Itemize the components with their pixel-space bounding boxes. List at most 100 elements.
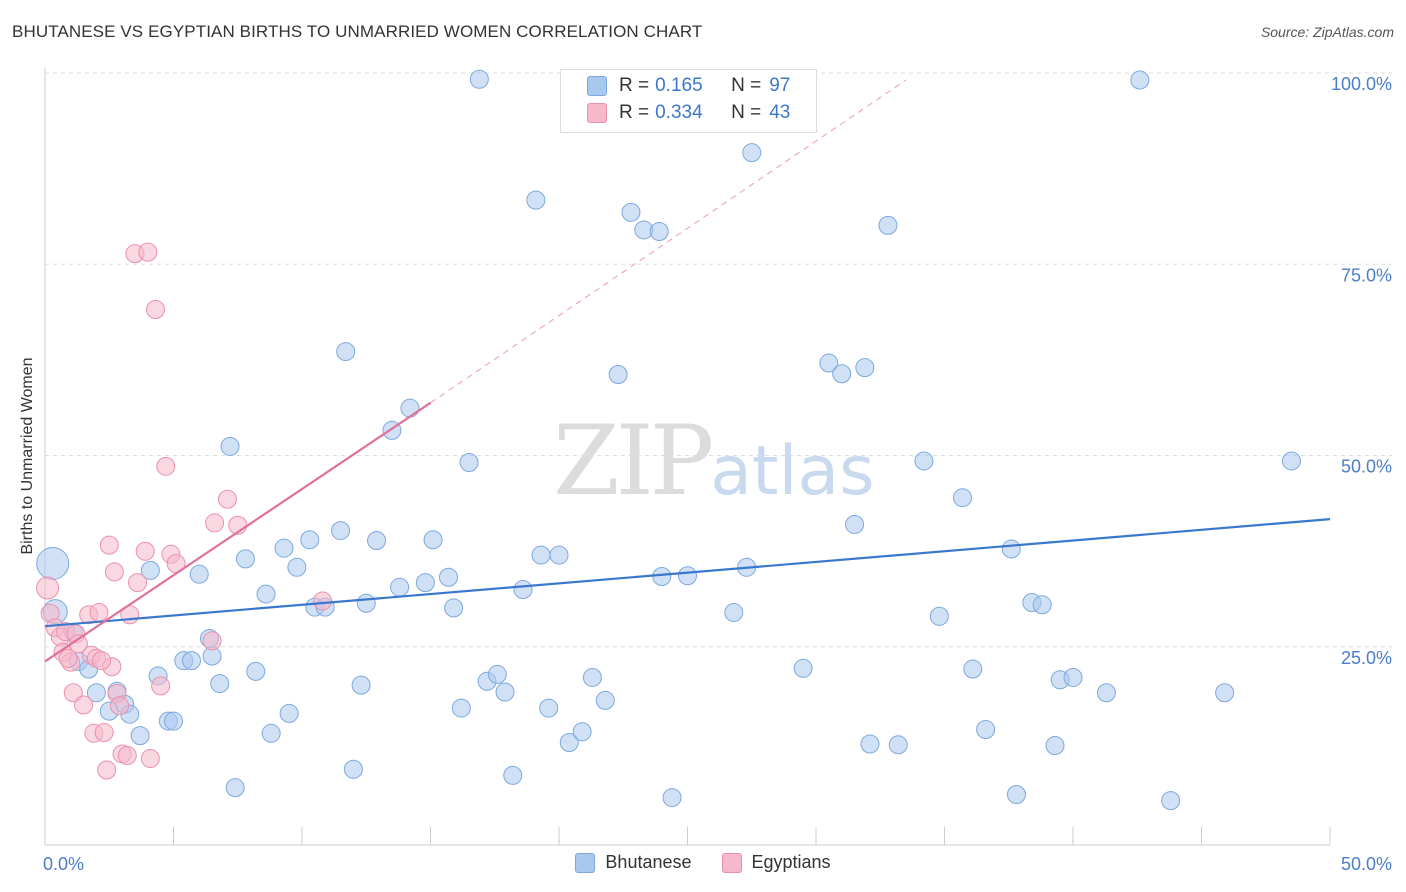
data-point [649, 221, 669, 241]
data-point [97, 760, 117, 780]
legend-row-bhutanese: R = 0.165 N = 97 [587, 74, 790, 98]
trend-lines [44, 79, 1331, 663]
data-point [878, 215, 898, 235]
data-point [539, 698, 559, 718]
data-point [652, 566, 672, 586]
source-credit: Source: ZipAtlas.com [1260, 24, 1394, 40]
data-point [140, 749, 160, 769]
legend-n-label: N = [731, 75, 762, 96]
data-point [495, 682, 515, 702]
data-point [36, 576, 60, 600]
data-point [220, 436, 240, 456]
data-point [217, 489, 237, 509]
data-point [678, 566, 697, 586]
data-point [400, 398, 420, 418]
data-point [274, 538, 294, 558]
data-point [503, 765, 523, 785]
data-point [128, 573, 148, 593]
data-point [351, 675, 371, 695]
data-point [390, 577, 410, 597]
data-point [36, 546, 70, 580]
data-point [138, 242, 158, 262]
data-point [451, 698, 471, 718]
trend-line-egyptians [44, 401, 432, 663]
data-point [181, 651, 201, 671]
data-point [423, 530, 443, 550]
data-point [202, 631, 222, 651]
data-point [976, 719, 996, 739]
data-point [235, 549, 255, 569]
data-point [336, 342, 356, 362]
data-point [1032, 595, 1052, 615]
trend-extension-egyptians [430, 79, 907, 404]
series-egyptians [36, 242, 333, 780]
data-point [356, 593, 376, 613]
data-point [151, 676, 171, 696]
data-point [104, 562, 124, 582]
data-point [256, 584, 276, 604]
legend-swatch-egyptians [587, 103, 607, 123]
data-point [559, 732, 579, 752]
y-tick-label: 100.0% [1331, 74, 1392, 94]
series-legend-bhutanese[interactable]: Bhutanese [575, 852, 692, 873]
data-point [63, 683, 83, 703]
data-point [135, 541, 155, 561]
data-point [110, 696, 130, 716]
watermark: ZIPatlas [553, 405, 875, 517]
data-point [99, 535, 119, 555]
data-point [662, 788, 682, 808]
data-point [832, 364, 852, 384]
data-point [367, 531, 387, 551]
data-point [608, 365, 628, 385]
tick-labels: 25.0% 50.0% 75.0% 100.0% 0.0% 50.0% [43, 74, 1392, 874]
legend-row-egyptians: R = 0.334 N = 43 [587, 101, 790, 125]
data-points [36, 69, 1301, 811]
data-point [331, 521, 351, 541]
data-point [156, 456, 176, 476]
legend-r-value: 0.165 [655, 75, 703, 96]
legend-r-value: 0.334 [655, 102, 703, 123]
series-label-bhutanese: Bhutanese [605, 852, 692, 872]
data-point [261, 723, 281, 743]
axes [44, 68, 1331, 846]
data-point [246, 661, 266, 681]
data-point [89, 602, 109, 622]
data-point [595, 690, 615, 710]
data-point [513, 579, 533, 599]
legend-r-label: R = [619, 102, 650, 123]
legend-n-value: 97 [769, 75, 791, 96]
series-legend: Bhutanese Egyptians [0, 852, 1406, 873]
legend-r-label: R = [619, 75, 650, 96]
data-point [117, 745, 137, 765]
data-point [793, 658, 813, 678]
data-point [1281, 451, 1301, 471]
data-point [94, 723, 114, 743]
data-point [888, 735, 908, 755]
data-point [189, 564, 209, 584]
data-point [1063, 667, 1083, 687]
data-point [724, 602, 744, 622]
trend-line-bhutanese [44, 518, 1331, 628]
data-point [92, 651, 112, 671]
data-point [952, 488, 972, 508]
y-tick-label: 25.0% [1341, 648, 1392, 668]
data-point [469, 69, 489, 89]
series-bhutanese [36, 69, 1301, 811]
data-point [279, 703, 299, 723]
data-point [914, 451, 934, 471]
data-point [742, 143, 762, 163]
watermark-zip: ZIP [553, 405, 714, 517]
data-point [444, 598, 464, 618]
data-point [343, 759, 363, 779]
series-legend-egyptians[interactable]: Egyptians [721, 852, 831, 873]
data-point [287, 557, 307, 577]
data-point [819, 353, 839, 373]
series-swatch-bhutanese [575, 852, 596, 873]
data-point [582, 667, 602, 687]
data-point [459, 453, 479, 472]
data-point [1130, 70, 1150, 90]
data-point [845, 514, 865, 534]
x-tick-label: 0.0% [43, 854, 84, 874]
data-point [58, 648, 78, 668]
data-point [572, 722, 592, 742]
